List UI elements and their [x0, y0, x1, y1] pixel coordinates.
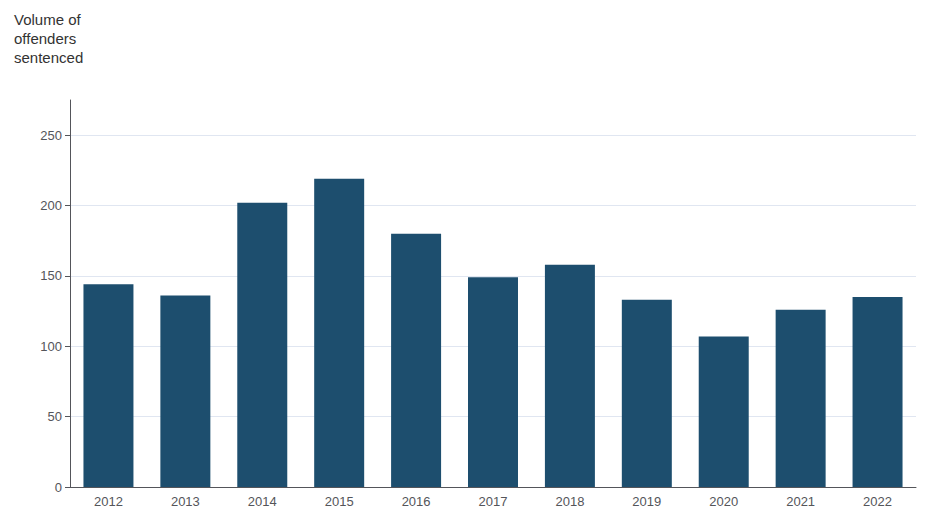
svg-text:2016: 2016 [402, 494, 431, 509]
svg-text:2014: 2014 [248, 494, 277, 509]
svg-text:2013: 2013 [171, 494, 200, 509]
svg-text:2022: 2022 [863, 494, 892, 509]
svg-text:2018: 2018 [555, 494, 584, 509]
svg-text:2012: 2012 [94, 494, 123, 509]
svg-text:200: 200 [40, 198, 62, 213]
svg-text:sentenced: sentenced [14, 49, 83, 66]
svg-text:50: 50 [48, 409, 62, 424]
svg-text:2015: 2015 [325, 494, 354, 509]
svg-text:Volume of: Volume of [14, 11, 82, 28]
svg-text:0: 0 [55, 480, 62, 495]
svg-text:250: 250 [40, 128, 62, 143]
svg-text:offenders: offenders [14, 30, 76, 47]
svg-text:2017: 2017 [479, 494, 508, 509]
svg-text:150: 150 [40, 268, 62, 283]
svg-text:2020: 2020 [709, 494, 738, 509]
svg-text:2021: 2021 [786, 494, 815, 509]
svg-text:100: 100 [40, 339, 62, 354]
svg-text:2019: 2019 [632, 494, 661, 509]
